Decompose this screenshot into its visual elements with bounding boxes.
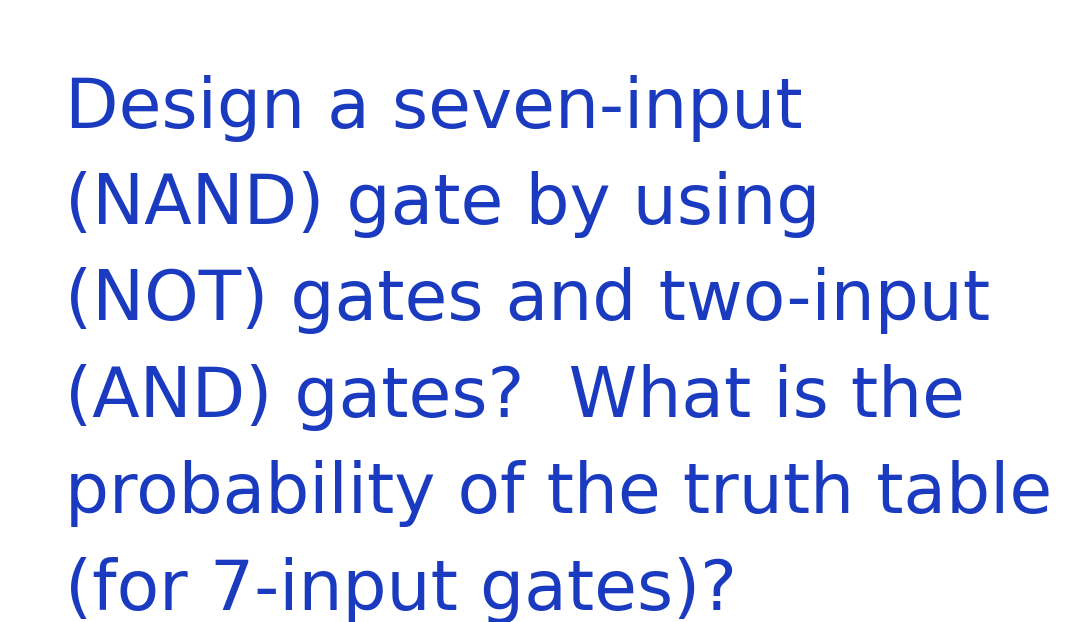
Text: Design a seven-input: Design a seven-input: [65, 75, 802, 142]
Text: (AND) gates?  What is the: (AND) gates? What is the: [65, 364, 964, 431]
Text: probability of the truth table: probability of the truth table: [65, 460, 1052, 527]
Text: (NOT) gates and two-input: (NOT) gates and two-input: [65, 267, 990, 335]
Text: (for 7-input gates)?: (for 7-input gates)?: [65, 557, 737, 622]
Text: (NAND) gate by using: (NAND) gate by using: [65, 171, 821, 238]
